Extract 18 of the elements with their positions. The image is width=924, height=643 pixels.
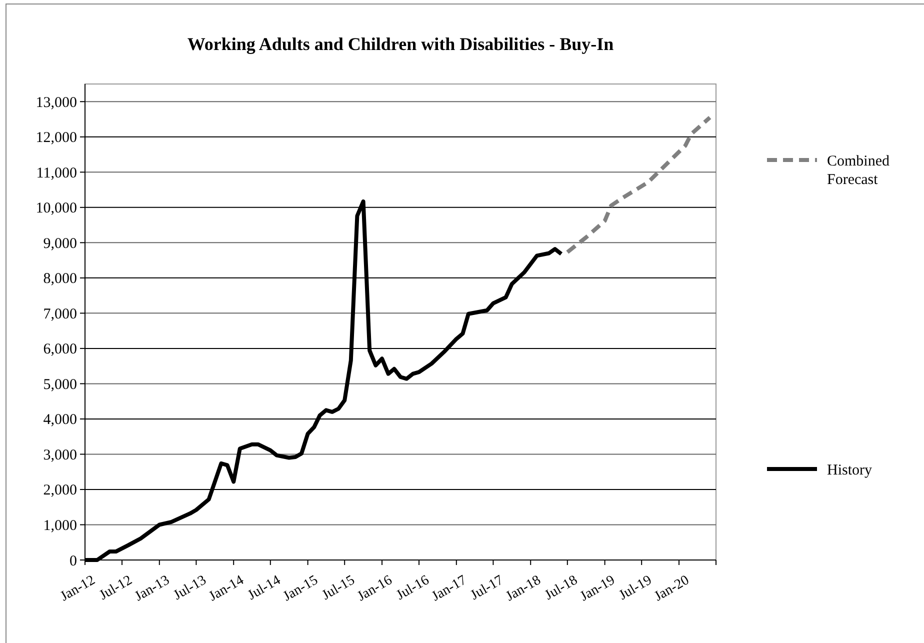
y-tick-label: 2,000 <box>43 482 77 499</box>
chart-title: Working Adults and Children with Disabilities - Buy-In <box>187 34 614 54</box>
y-tick-label: 5,000 <box>43 376 77 393</box>
legend-label: Combined Forecast <box>827 153 890 188</box>
line-series <box>565 115 712 254</box>
y-tick-label: 13,000 <box>36 94 77 111</box>
y-tick-label: 11,000 <box>36 165 77 182</box>
y-tick-label: 9,000 <box>43 236 77 252</box>
y-tick-label: 10,000 <box>36 200 77 217</box>
y-tick-label: 1,000 <box>43 518 77 534</box>
legend-label: History <box>827 462 872 478</box>
y-tick-label: 0 <box>70 553 77 570</box>
y-tick-label: 7,000 <box>43 306 77 322</box>
y-tick-label: 12,000 <box>36 130 77 146</box>
y-tick-label: 8,000 <box>43 271 77 288</box>
y-tick-label: 6,000 <box>43 342 77 358</box>
y-tick-label: 4,000 <box>43 412 77 428</box>
y-tick-label: 3,000 <box>43 447 77 464</box>
